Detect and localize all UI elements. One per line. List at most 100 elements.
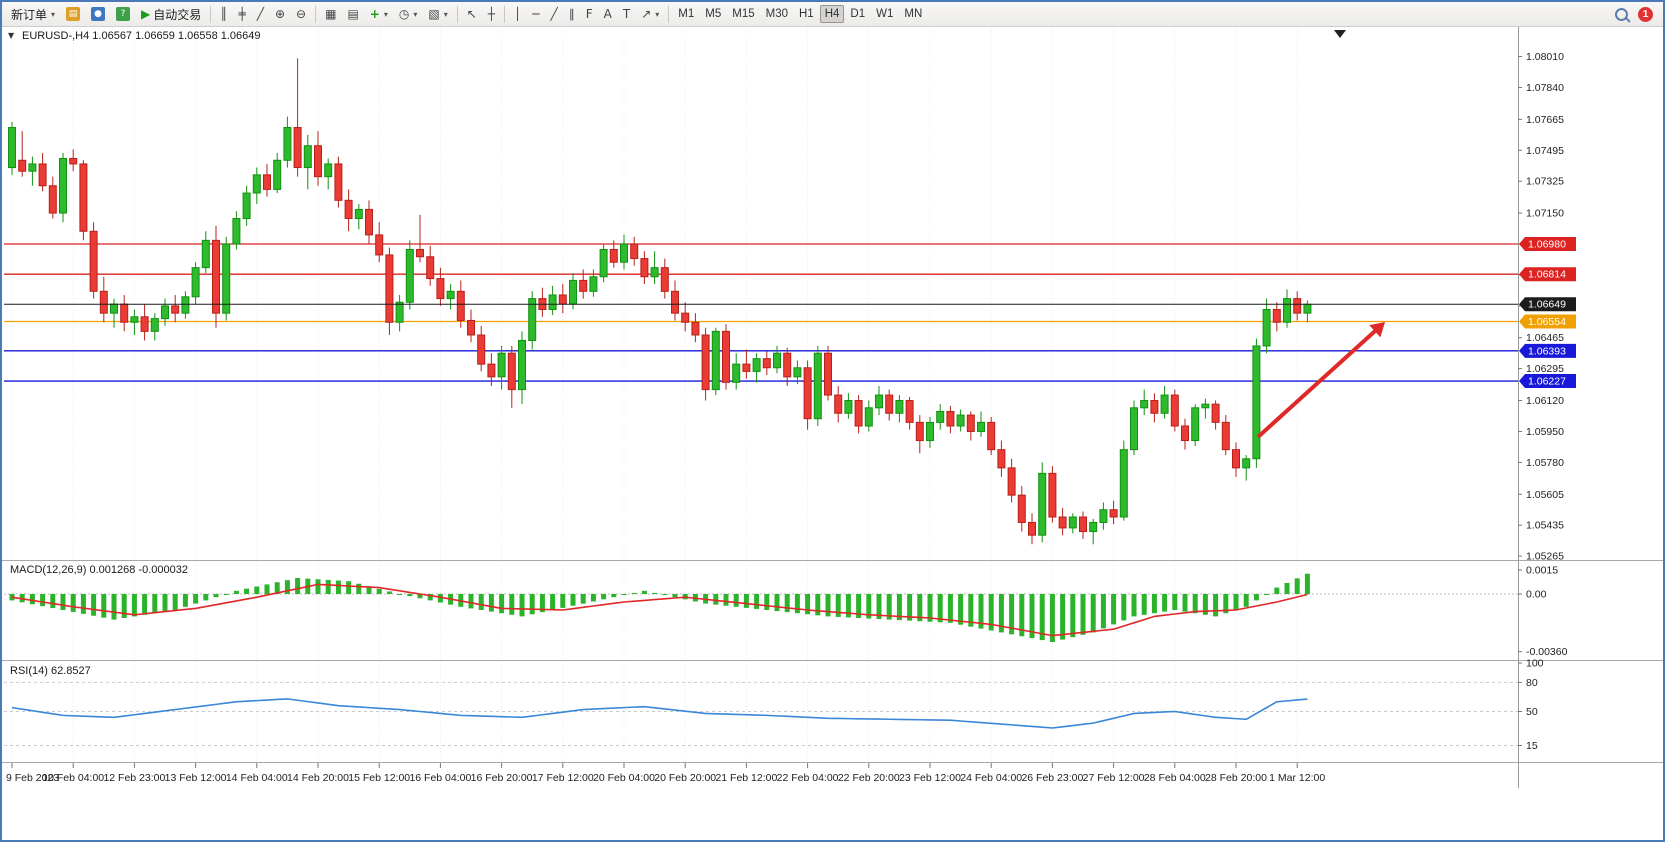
timeframe-button-M15[interactable]: M15 bbox=[727, 5, 759, 23]
macd-bar bbox=[366, 586, 372, 594]
candle-body bbox=[446, 290, 455, 300]
vertical-line-tool-button[interactable]: │ bbox=[509, 5, 526, 24]
candle-body bbox=[1119, 449, 1128, 518]
macd-bar bbox=[968, 594, 974, 627]
help-button[interactable]: ? bbox=[111, 5, 135, 24]
macd-bar bbox=[937, 594, 943, 623]
candle-body bbox=[1109, 509, 1118, 518]
candle-body bbox=[365, 208, 373, 236]
search-icon[interactable] bbox=[1615, 7, 1628, 21]
candle-body bbox=[966, 414, 975, 432]
indicators-button[interactable]: + ▾ bbox=[365, 5, 393, 24]
channel-tool-button[interactable]: ∥ bbox=[564, 5, 580, 24]
candle-body bbox=[558, 294, 567, 305]
horizontal-line-tool-button[interactable]: ─ bbox=[527, 5, 544, 24]
price-label-box-1.06980[interactable] bbox=[1519, 237, 1576, 251]
candle-body bbox=[1232, 449, 1240, 469]
candle-body bbox=[252, 174, 261, 194]
timeframe-button-D1[interactable]: D1 bbox=[845, 5, 870, 23]
macd-bar bbox=[519, 594, 525, 617]
time-axis-label: 28 Feb 04:00 bbox=[1144, 772, 1206, 784]
candle-body bbox=[1038, 472, 1047, 536]
candle-body bbox=[915, 421, 924, 442]
trend-arrow[interactable] bbox=[1256, 327, 1379, 439]
time-axis-label: 10 Feb 04:00 bbox=[42, 772, 104, 784]
timeframe-button-H1[interactable]: H1 bbox=[794, 5, 819, 23]
cascade-windows-button[interactable]: ▤ bbox=[342, 5, 363, 24]
chart-shift-marker-icon[interactable] bbox=[1334, 30, 1346, 38]
trendline-tool-button[interactable]: ╱ bbox=[546, 5, 563, 24]
community-button[interactable]: ● bbox=[86, 5, 110, 24]
time-axis-label: 27 Feb 12:00 bbox=[1083, 772, 1145, 784]
timeframe-button-MN[interactable]: MN bbox=[899, 5, 927, 23]
macd-bar bbox=[40, 594, 46, 607]
macd-bar bbox=[529, 594, 535, 615]
tile-windows-button[interactable]: ▦ bbox=[320, 5, 341, 24]
macd-bar bbox=[233, 590, 239, 594]
price-label-box-1.06814[interactable] bbox=[1519, 267, 1576, 282]
candle-body bbox=[232, 218, 241, 245]
zoom-out-button[interactable]: ⊖ bbox=[291, 5, 311, 24]
chevron-down-icon: ▾ bbox=[443, 9, 448, 19]
macd-bar bbox=[1141, 594, 1147, 615]
timeframe-group: M1 M5 M15 M30 H1 H4 D1 W1 MN bbox=[673, 5, 927, 23]
macd-bar bbox=[611, 594, 617, 598]
candle-body bbox=[273, 159, 282, 190]
macd-bar bbox=[621, 594, 627, 596]
new-order-label: 新订单 bbox=[11, 7, 48, 22]
label-tool-button[interactable]: T bbox=[618, 5, 635, 24]
candle-body bbox=[589, 276, 598, 292]
bar-chart-button[interactable]: ║ bbox=[215, 5, 232, 24]
macd-bar bbox=[1182, 594, 1188, 612]
text-tool-button[interactable]: A bbox=[599, 5, 617, 24]
candle-body bbox=[1058, 516, 1067, 529]
crosshair-button[interactable]: ┼ bbox=[483, 5, 500, 24]
timeframe-button-M5[interactable]: M5 bbox=[700, 5, 726, 23]
candle-body bbox=[28, 163, 37, 172]
candle-body bbox=[569, 279, 577, 305]
candlestick-chart-button[interactable]: ╪ bbox=[234, 5, 251, 24]
new-order-button[interactable]: 新订单 ▾ bbox=[6, 5, 60, 24]
zoom-in-button[interactable]: ⊕ bbox=[270, 5, 290, 24]
candle-body bbox=[722, 330, 730, 383]
price-label-box-1.06649[interactable] bbox=[1519, 297, 1576, 312]
periods-button[interactable]: ◷ ▾ bbox=[394, 5, 423, 24]
macd-bar bbox=[662, 594, 668, 596]
price-label-box-1.06227[interactable] bbox=[1519, 374, 1576, 389]
candle-body bbox=[599, 248, 608, 278]
timeframe-button-M1[interactable]: M1 bbox=[673, 5, 699, 23]
timeframe-button-W1[interactable]: W1 bbox=[871, 5, 898, 23]
timeframe-button-H4[interactable]: H4 bbox=[819, 5, 845, 23]
cascade-windows-icon: ▤ bbox=[347, 7, 359, 21]
line-chart-button[interactable]: ╱ bbox=[252, 5, 269, 24]
time-axis-label: 20 Feb 20:00 bbox=[654, 772, 716, 784]
timeframe-button-M30[interactable]: M30 bbox=[761, 5, 793, 23]
macd-bar bbox=[764, 594, 770, 610]
macd-bar bbox=[335, 580, 341, 594]
macd-bar bbox=[60, 594, 66, 610]
candle-body bbox=[1028, 521, 1036, 536]
macd-bar bbox=[1202, 594, 1208, 615]
candle-body bbox=[640, 258, 649, 278]
cursor-button[interactable]: ↖ bbox=[462, 5, 482, 24]
one-click-trading-icon[interactable]: ▼ bbox=[8, 31, 15, 40]
macd-bar bbox=[1131, 594, 1137, 617]
macd-bar bbox=[182, 594, 188, 607]
candle-body bbox=[1099, 509, 1108, 523]
community-icon: ● bbox=[91, 7, 106, 21]
price-label-box-1.06554[interactable] bbox=[1519, 314, 1576, 329]
fibonacci-icon: F bbox=[585, 7, 593, 21]
macd-bar bbox=[111, 594, 117, 620]
arrows-tool-button[interactable]: ↗ ▾ bbox=[636, 5, 664, 24]
algo-trading-button[interactable]: ▶ 自动交易 bbox=[136, 5, 206, 24]
candle-body bbox=[38, 163, 47, 187]
candle-body bbox=[701, 334, 710, 391]
price-label-box-1.06393[interactable] bbox=[1519, 343, 1576, 358]
templates-button[interactable]: ▧ ▾ bbox=[423, 5, 452, 24]
chevron-down-icon: ▾ bbox=[655, 9, 660, 19]
new-chart-button[interactable]: ▤ bbox=[61, 5, 85, 24]
fibonacci-tool-button[interactable]: F bbox=[581, 5, 598, 24]
notifications-badge[interactable]: 1 bbox=[1638, 6, 1653, 22]
